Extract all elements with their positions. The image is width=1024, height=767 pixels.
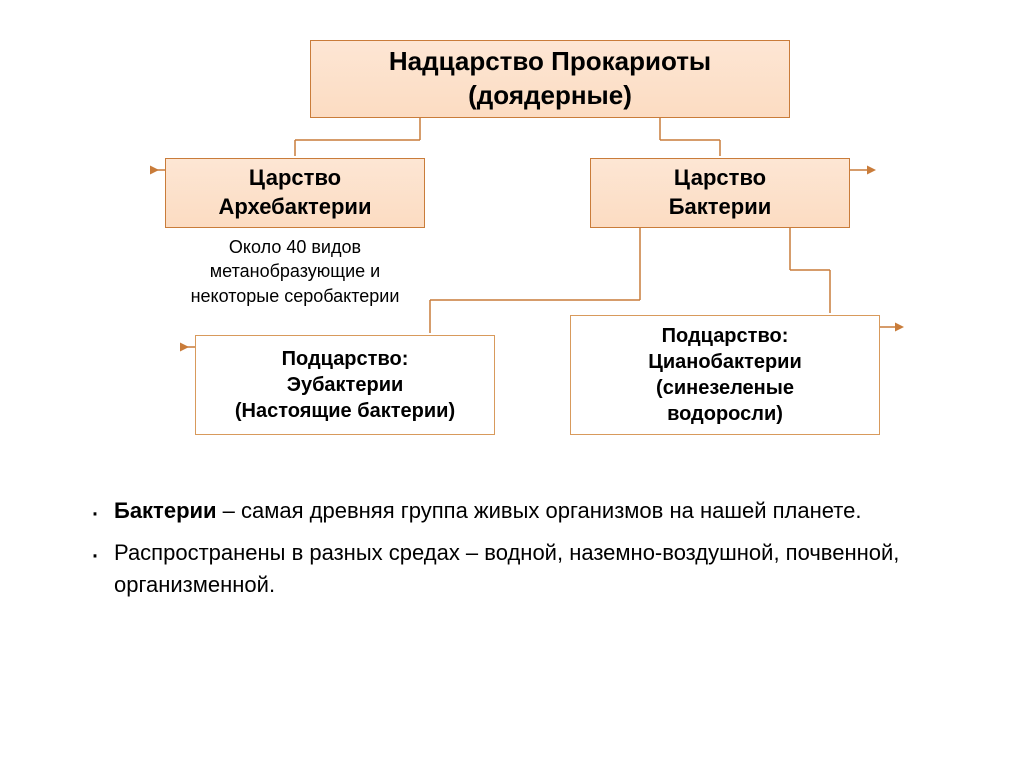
sub-right-line3: (синезеленые [656,375,794,401]
bullet-2-rest: Распространены в разных средах – водной,… [114,540,899,597]
note-line3: некоторые серобактерии [150,284,440,308]
bullet-list: Бактерии – самая древняя группа живых ор… [90,495,910,611]
sub-left-line3: (Настоящие бактерии) [235,398,455,424]
kingdom-right-line1: Царство [674,164,766,193]
subkingdom-eubacteria: Подцарство: Эубактерии (Настоящие бактер… [195,335,495,435]
sub-left-line2: Эубактерии [287,372,404,398]
kingdom-left-line2: Архебактерии [218,193,371,222]
kingdom-archebacteria: Царство Архебактерии [165,158,425,228]
subkingdom-cyanobacteria: Подцарство: Цианобактерии (синезеленые в… [570,315,880,435]
bullet-2: Распространены в разных средах – водной,… [90,537,910,601]
sub-left-line1: Подцарство: [282,346,409,372]
bullet-1-bold: Бактерии [114,498,217,523]
sub-right-line2: Цианобактерии [648,349,802,375]
sub-right-line1: Подцарство: [662,323,789,349]
bullet-1: Бактерии – самая древняя группа живых ор… [90,495,910,527]
bullet-1-rest: – самая древняя группа живых организмов … [217,498,862,523]
note-line1: Около 40 видов [150,235,440,259]
kingdom-bacteria: Царство Бактерии [590,158,850,228]
title-box: Надцарство Прокариоты (доядерные) [310,40,790,118]
kingdom-left-line1: Царство [249,164,341,193]
title-line1: Надцарство Прокариоты [389,45,711,79]
title-line2: (доядерные) [468,79,632,113]
sub-right-line4: водоросли) [667,401,783,427]
archebacteria-note: Около 40 видов метанобразующие и некотор… [150,235,440,308]
note-line2: метанобразующие и [150,259,440,283]
kingdom-right-line2: Бактерии [669,193,772,222]
